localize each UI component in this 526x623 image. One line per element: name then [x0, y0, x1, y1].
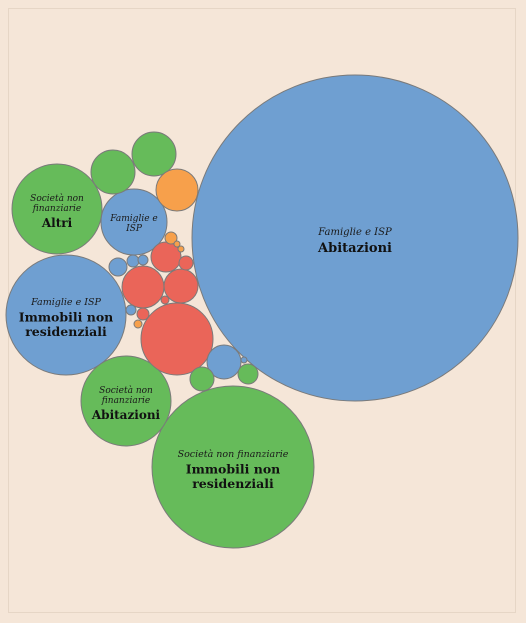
bubble-societa [90, 149, 136, 195]
bubble-red [160, 295, 170, 305]
bubble-famiglie [137, 254, 149, 266]
bubble-category-label: Altri [41, 216, 73, 230]
bubble-group-label: Società non finanziarie [178, 449, 289, 460]
bubble-famiglie [206, 344, 242, 380]
bubble-red [163, 268, 199, 304]
bubble-orange [133, 319, 143, 329]
bubble-societa [237, 363, 259, 385]
bubble-category-label: Immobili non [19, 309, 114, 324]
bubble-category-label: Abitazioni [317, 241, 392, 256]
bubble-category-label: residenziali [25, 324, 107, 339]
bubble-orange [164, 231, 178, 245]
bubble-group-label: Società non [99, 385, 153, 396]
bubble-category-label: Immobili non [186, 461, 281, 476]
bubble-orange [177, 245, 185, 253]
bubble-red [136, 307, 150, 321]
bubble-category-label: residenziali [192, 476, 274, 491]
bubble-group-label: finanziarie [101, 396, 150, 406]
bubble-societa [189, 366, 215, 392]
bubble-orange [155, 168, 199, 212]
bubble-labeled [11, 163, 103, 255]
bubble-famiglie [108, 257, 128, 277]
bubble-labeled [5, 254, 127, 376]
bubble-group-label: Famiglie e [109, 214, 157, 224]
bubble-red [121, 265, 165, 309]
bubble-labeled [80, 355, 172, 447]
bubble-red [140, 302, 214, 376]
bubble-category-label: Abitazioni [91, 408, 161, 422]
bubble-famiglie [240, 356, 248, 364]
bubble-labeled [191, 74, 519, 402]
bubble-group-label: Famiglie e ISP [317, 227, 392, 238]
bubble-group-label: ISP [125, 224, 143, 234]
bubble-famiglie [126, 254, 140, 268]
bubble-famiglie [125, 304, 137, 316]
bubble-red [178, 255, 194, 271]
bubble-group-label: Famiglie e ISP [30, 297, 101, 308]
bubble-societa [131, 131, 177, 177]
bubble-group-label: finanziarie [32, 204, 81, 214]
bubble-orange [173, 240, 181, 248]
bubble-labeled [151, 385, 315, 549]
bubble-group-label: Società non [30, 193, 84, 204]
